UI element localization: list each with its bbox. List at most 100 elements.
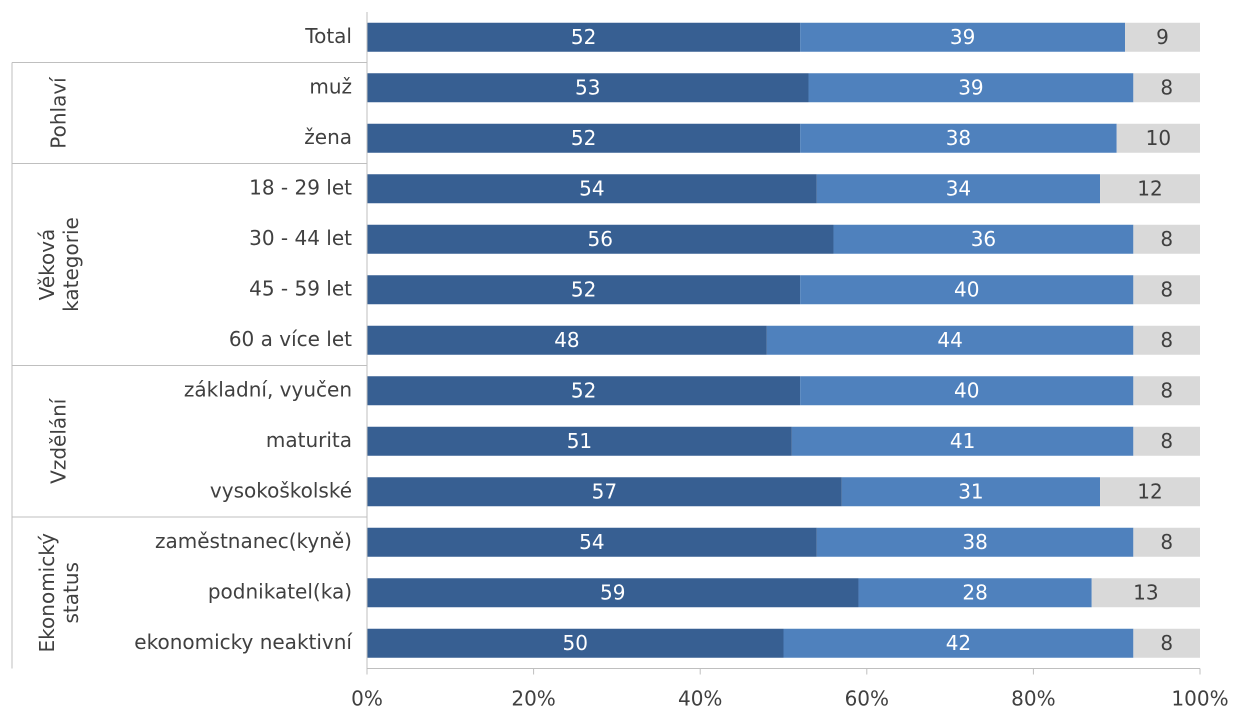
bar-segment: [1133, 275, 1200, 305]
bar-segment: [766, 325, 1134, 355]
group-label: Vzdělání: [47, 397, 71, 484]
bar-segment: [833, 224, 1134, 254]
bar-segment: [367, 73, 809, 103]
bar-segment: [367, 22, 801, 52]
bar-segment: [800, 275, 1134, 305]
group-label: Věkovákategorie: [35, 217, 83, 312]
bar-segment: [1133, 325, 1200, 355]
bar-segment: [1133, 426, 1200, 456]
value-label: 44: [937, 328, 962, 352]
category-label: Total: [304, 24, 352, 48]
category-label: podnikatel(ka): [208, 579, 352, 603]
value-label: 41: [950, 429, 975, 453]
bar-segment: [367, 578, 859, 608]
bar-segment: [1091, 578, 1200, 608]
x-tick-label: 100%: [1171, 687, 1228, 709]
value-label: 38: [962, 530, 987, 554]
value-label: 8: [1160, 378, 1173, 402]
group-label-line: status: [59, 562, 83, 623]
x-tick-label: 0%: [351, 687, 383, 709]
category-label: 45 - 59 let: [249, 276, 352, 300]
bar-segment: [1116, 123, 1200, 153]
value-label: 31: [958, 479, 983, 503]
value-label: 59: [600, 580, 625, 604]
group-label-line: kategorie: [59, 217, 83, 312]
x-tick-label: 20%: [511, 687, 555, 709]
category-label: základní, vyučen: [184, 377, 352, 401]
value-label: 8: [1160, 631, 1173, 655]
value-label: 40: [954, 277, 979, 301]
value-label: 52: [571, 126, 596, 150]
value-label: 10: [1146, 126, 1171, 150]
value-label: 8: [1160, 277, 1173, 301]
bar-segment: [367, 426, 792, 456]
bar-segment: [367, 123, 801, 153]
bar-segment: [783, 628, 1134, 658]
value-label: 9: [1156, 25, 1169, 49]
value-label: 12: [1137, 479, 1162, 503]
value-label: 39: [958, 75, 983, 99]
value-label: 8: [1160, 429, 1173, 453]
value-label: 36: [971, 227, 996, 251]
value-label: 8: [1160, 328, 1173, 352]
bar-segment: [367, 224, 834, 254]
bar-segment: [1133, 376, 1200, 406]
category-label: žena: [304, 125, 352, 149]
group-label: Pohlaví: [47, 76, 71, 149]
value-label: 52: [571, 378, 596, 402]
bar-segment: [791, 426, 1134, 456]
bar-segment: [800, 22, 1126, 52]
category-label: 60 a více let: [229, 327, 352, 351]
bar-segment: [1133, 628, 1200, 658]
value-label: 52: [571, 25, 596, 49]
bar-segment: [1133, 527, 1200, 557]
bar-segment: [816, 527, 1134, 557]
bar-segment: [367, 275, 801, 305]
bar-segment: [1133, 73, 1200, 103]
category-label: vysokoškolské: [210, 478, 352, 502]
bar-segment: [367, 376, 801, 406]
bar-segment: [1125, 22, 1200, 52]
bar-segment: [367, 527, 817, 557]
bar-segment: [367, 477, 842, 507]
bar-segment: [808, 73, 1134, 103]
value-label: 38: [946, 126, 971, 150]
bar-segment: [841, 477, 1101, 507]
value-label: 8: [1160, 75, 1173, 99]
bar-segment: [367, 325, 767, 355]
category-label: muž: [309, 74, 352, 98]
value-label: 50: [563, 631, 588, 655]
category-label: 30 - 44 let: [249, 226, 352, 250]
bar-segment: [367, 174, 817, 204]
value-label: 42: [946, 631, 971, 655]
bar-segment: [816, 174, 1101, 204]
bar-segment: [1100, 174, 1200, 204]
value-label: 40: [954, 378, 979, 402]
bar-segment: [367, 628, 784, 658]
bar-segment: [858, 578, 1092, 608]
value-label: 39: [950, 25, 975, 49]
category-label: zaměstnanec(kyně): [155, 529, 352, 553]
bar-segment: [1133, 224, 1200, 254]
group-label: Ekonomickýstatus: [35, 533, 83, 653]
value-label: 53: [575, 75, 600, 99]
value-label: 13: [1133, 580, 1158, 604]
x-tick-label: 80%: [1011, 687, 1055, 709]
value-label: 12: [1137, 176, 1162, 200]
bar-segment: [1100, 477, 1200, 507]
value-label: 8: [1160, 227, 1173, 251]
category-label: ekonomicky neaktivní: [134, 630, 353, 654]
bar-segment: [800, 376, 1134, 406]
value-label: 56: [588, 227, 613, 251]
value-label: 48: [554, 328, 579, 352]
category-label: maturita: [266, 428, 352, 452]
value-label: 52: [571, 277, 596, 301]
category-label: 18 - 29 let: [249, 175, 352, 199]
value-label: 54: [579, 530, 604, 554]
bar-segment: [800, 123, 1117, 153]
group-label-line: Věková: [35, 229, 59, 301]
x-tick-label: 60%: [845, 687, 889, 709]
x-tick-label: 40%: [678, 687, 722, 709]
value-label: 54: [579, 176, 604, 200]
